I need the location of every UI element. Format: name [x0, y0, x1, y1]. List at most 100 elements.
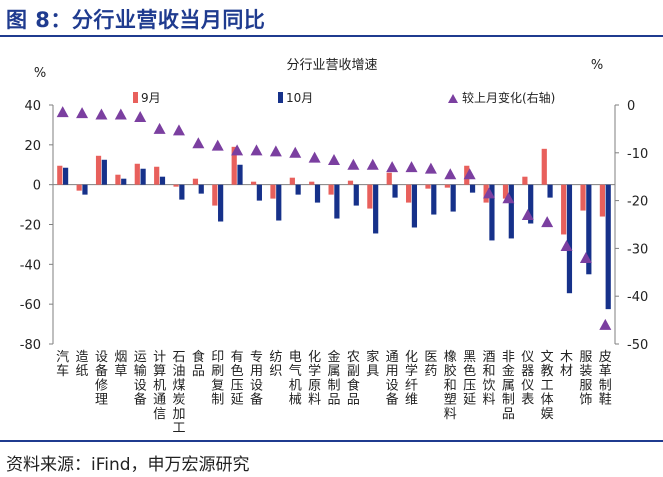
bar-oct: [121, 178, 127, 185]
marker-change: [579, 251, 592, 263]
marker-change: [56, 106, 69, 118]
bar-oct: [198, 184, 204, 194]
category-label: 化学原料: [308, 350, 321, 408]
marker-change: [347, 158, 360, 170]
category-label: 非金属制品: [502, 350, 515, 422]
bar-sep: [522, 176, 528, 185]
bar-oct: [82, 184, 88, 195]
bar-sep: [212, 184, 218, 206]
marker-change: [76, 107, 89, 119]
bar-oct: [159, 176, 166, 185]
marker-change: [424, 162, 437, 174]
marker-change: [444, 168, 457, 180]
legend-label-oct: 10月: [286, 91, 313, 105]
category-label: 医药: [424, 350, 437, 379]
left-tick-label: 0: [33, 179, 41, 194]
bar-oct: [431, 184, 437, 215]
bar-sep: [406, 184, 412, 203]
bar-oct: [605, 184, 611, 310]
bar-sep: [502, 184, 509, 199]
bar-oct: [295, 184, 301, 195]
bar-oct: [276, 184, 282, 221]
category-label: 纺织: [269, 350, 282, 379]
marker-change: [231, 144, 244, 156]
bar-oct: [314, 184, 321, 203]
right-tick-label: 0: [627, 99, 635, 114]
bar-oct: [450, 184, 456, 212]
right-tick-label: -20: [627, 195, 648, 210]
right-tick-label: -40: [627, 290, 648, 305]
category-label: 仪器仪表: [521, 350, 534, 408]
category-label: 橡胶和塑料: [444, 350, 457, 422]
category-label: 酒和饮料: [483, 350, 496, 408]
bottom-rule: [0, 440, 663, 442]
category-label: 服装服饰: [579, 350, 592, 408]
bar-oct: [528, 184, 534, 224]
category-label: 文教工体娱: [541, 350, 554, 422]
bar-oct: [392, 184, 398, 198]
bar-oct: [566, 184, 573, 294]
category-label: 印刷复制: [211, 350, 224, 408]
marker-change: [153, 122, 166, 134]
category-label: 电气机械: [289, 350, 302, 408]
right-axis-unit: %: [591, 58, 603, 73]
bar-oct: [140, 168, 146, 185]
left-tick-label: -80: [20, 338, 41, 353]
bar-sep: [289, 177, 295, 185]
bar-sep: [599, 184, 606, 217]
category-label: 木材: [560, 350, 573, 379]
bar-oct: [218, 184, 224, 222]
legend-swatch-oct: [278, 92, 283, 103]
right-tick-label: -10: [627, 147, 648, 162]
bar-sep: [134, 163, 140, 185]
bar-oct: [353, 184, 359, 206]
bar-sep: [425, 184, 431, 189]
category-label: 设备修理: [95, 350, 108, 408]
marker-change: [405, 161, 418, 173]
bar-sep: [115, 174, 121, 185]
bar-sep: [270, 184, 276, 199]
legend-label-change: 较上月变化(右轴): [462, 90, 555, 105]
marker-change: [250, 144, 263, 156]
left-tick-label: -20: [20, 219, 41, 234]
marker-change: [463, 168, 476, 180]
marker-change: [95, 108, 108, 120]
left-axis-unit: %: [34, 66, 46, 81]
bar-oct: [469, 184, 476, 193]
left-tick-label: 20: [24, 139, 41, 154]
bar-sep: [367, 184, 373, 209]
marker-change: [386, 161, 399, 173]
category-label: 烟草: [114, 350, 127, 379]
bar-sep: [57, 165, 63, 185]
revenue-growth-chart: 分行业营收增速%% 9月 10月 较上月变化(右轴) 40 20 0 -20 -40 -60 -80…: [20, 58, 648, 436]
category-label: 皮革制鞋: [599, 350, 612, 408]
category-label: 专用设备: [250, 350, 263, 408]
category-label: 造纸: [76, 350, 89, 379]
category-label: 黑色压延: [463, 350, 476, 408]
bar-sep: [309, 181, 315, 185]
category-label: 石油煤炭加工: [172, 350, 185, 436]
bar-sep: [173, 184, 179, 187]
category-label: 通用设备: [386, 350, 399, 408]
category-label: 食品: [192, 349, 205, 379]
figure-title: 图 8：分行业营收当月同比: [6, 8, 266, 32]
bar-sep: [561, 184, 567, 235]
marker-change: [192, 137, 205, 149]
bar-oct: [256, 184, 262, 201]
left-tick-label: -60: [20, 298, 41, 313]
bar-sep: [444, 184, 450, 188]
top-rule: [0, 35, 663, 37]
bar-sep: [192, 178, 199, 185]
category-label: 汽车: [56, 350, 69, 379]
bar-oct: [489, 184, 495, 241]
marker-change: [114, 108, 127, 120]
category-label: 有色压延: [231, 350, 244, 408]
legend-swatch-sep: [133, 92, 138, 103]
marker-change: [308, 151, 321, 163]
bar-oct: [411, 184, 418, 228]
bar-oct: [334, 184, 340, 219]
right-tick-label: -50: [627, 338, 648, 353]
bar-oct: [101, 159, 107, 185]
marker-change: [541, 216, 554, 228]
right-tick-label: -30: [627, 242, 648, 257]
